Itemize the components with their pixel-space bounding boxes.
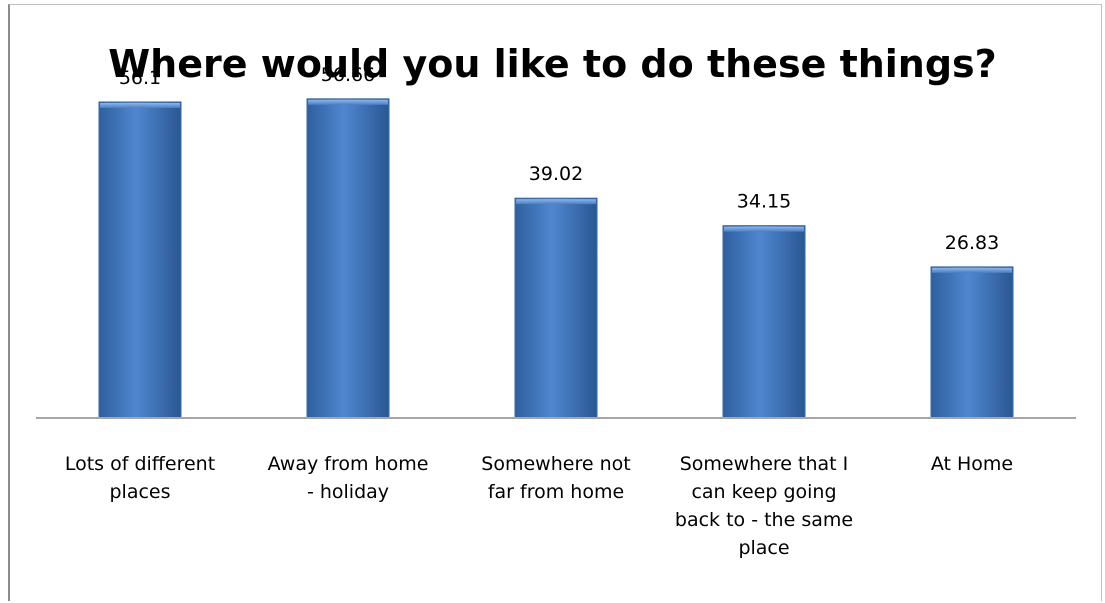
category-label: can keep going (691, 481, 836, 503)
category-label: - holiday (307, 481, 389, 503)
category-label: back to - the same (675, 509, 853, 531)
category-label: At Home (931, 453, 1013, 475)
category-label: Lots of different (65, 453, 215, 475)
data-label: 39.02 (529, 163, 583, 185)
bar-top-highlight (932, 267, 1012, 273)
category-label: Somewhere not (481, 453, 630, 475)
data-label: 34.15 (737, 191, 791, 213)
data-label: 56.1 (119, 67, 161, 89)
bar (930, 266, 1014, 419)
category-label: Somewhere that I (680, 453, 849, 475)
category-label: far from home (488, 481, 624, 503)
category-label: Away from home (268, 453, 429, 475)
bar-top-highlight (308, 99, 388, 105)
category-label: place (738, 537, 789, 559)
data-label: 26.83 (945, 232, 999, 254)
bar-top-highlight (724, 226, 804, 232)
bar (722, 225, 806, 419)
bar (306, 98, 390, 419)
bar (514, 197, 598, 419)
chart-title: Where would you like to do these things? (108, 42, 997, 86)
bar (98, 101, 182, 419)
data-label: 56.66 (321, 64, 375, 86)
category-label: places (109, 481, 170, 503)
bar-top-highlight (100, 102, 180, 108)
bar-top-highlight (516, 199, 596, 205)
